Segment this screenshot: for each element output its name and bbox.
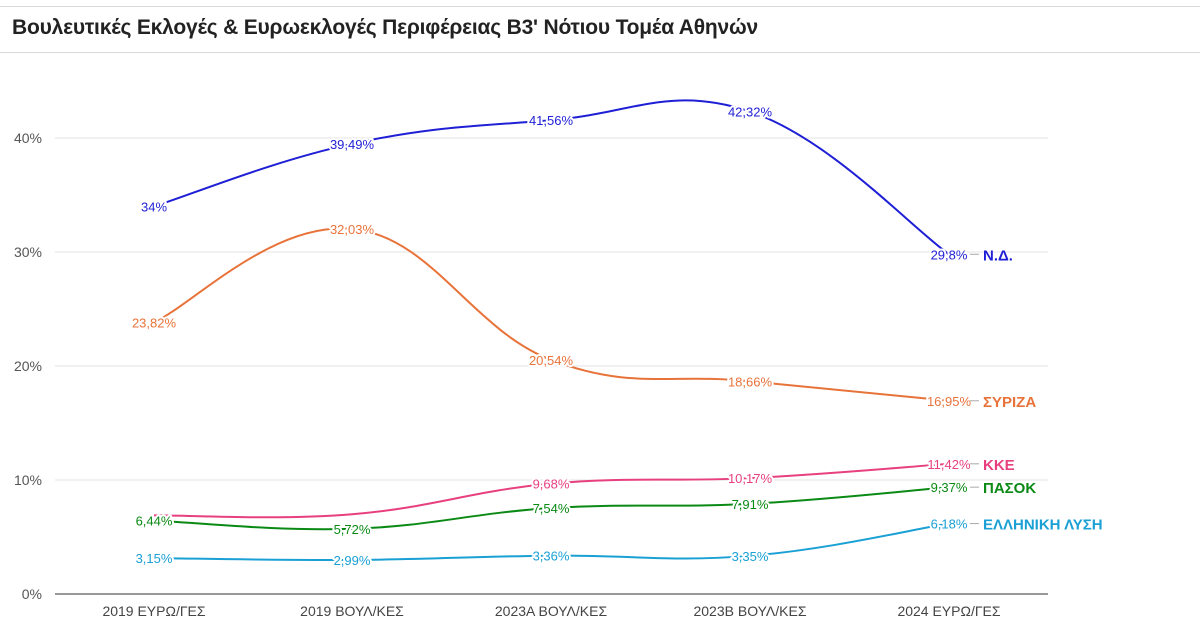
data-label: 9,68% [533,477,570,492]
data-label: 9,37% [931,480,968,495]
data-label-halo: 20,54% [529,353,574,368]
series-line [153,486,950,531]
data-label: 6,44% [136,514,173,529]
data-label-halo: 7,91% [732,497,769,512]
y-tick-label: 30% [14,244,42,260]
legend-label: Ν.Δ. [983,247,1013,264]
data-label: 10,17% [728,471,773,486]
x-tick-label: 2019 ΒΟΥΛ/ΚΕΣ [300,603,404,619]
series-line [153,227,950,402]
data-label-halo: 6,18% [931,517,968,532]
data-label-halo: 5,72% [334,522,371,537]
data-label: 20,54% [529,353,574,368]
data-label-halo: 3,35% [732,549,769,564]
legend-label: ΚΚΕ [983,457,1015,474]
y-tick-label: 20% [14,358,42,374]
data-label-halo: 42,32% [728,105,773,120]
data-label-halo: 7,54% [533,501,570,516]
legend-label: ΕΛΛΗΝΙΚΗ ΛΥΣΗ [983,517,1103,534]
data-label-halo: 41,56% [529,113,574,128]
data-label: 16,95% [927,394,972,409]
data-label: 11,42% [927,457,971,472]
y-tick-label: 0% [22,586,42,602]
series-Ν.Δ.: 34%34%39,49%39,49%41,56%41,56%42,32%42,3… [139,99,1013,264]
data-label-halo: 2,99% [334,553,371,568]
data-label-halo: 39,49% [330,137,375,152]
data-label-halo: 23,82% [132,315,177,330]
data-label: 3,35% [732,549,769,564]
data-label-halo: 9,37% [931,480,968,495]
data-label-halo: 3,36% [533,549,570,564]
data-label-halo: 11,42% [927,457,971,472]
data-label-halo: 9,68% [533,477,570,492]
y-tick-label: 40% [14,130,42,146]
data-label-halo: 32,03% [330,222,375,237]
data-label: 29,8% [931,247,968,262]
x-tick-label: 2019 ΕΥΡΩ/ΓΕΣ [102,603,205,619]
data-label: 2,99% [334,553,371,568]
series-line [153,522,950,561]
data-label: 42,32% [728,105,773,120]
data-label: 5,72% [334,522,371,537]
series-ΠΑΣΟΚ: 6,44%6,44%5,72%5,72%7,54%7,54% 7,91%7,91%… [134,478,1037,539]
x-axis-labels: 2019 ΕΥΡΩ/ΓΕΣ 2019 ΒΟΥΛ/ΚΕΣ 2023Α ΒΟΥΛ/ΚΕΣ… [102,603,1000,619]
data-label-halo: 29,8% [931,247,968,262]
data-label-halo: 16,95% [927,394,972,409]
data-label: 7,91% [732,497,769,512]
data-label-halo: 3,15% [136,551,173,566]
gridlines: 0% 10% 20% 30% 40% [14,130,1048,602]
data-label: 6,18% [931,517,968,532]
legend-label: ΠΑΣΟΚ [983,480,1036,497]
data-label: 34% [141,199,167,214]
series-line [153,462,950,519]
x-tick-label: 2024 ΕΥΡΩ/ΓΕΣ [897,603,1000,619]
data-label: 18,66% [728,374,773,389]
data-label-halo: 10,17% [728,471,773,486]
chart-title: Βουλευτικές Εκλογές & Ευρωεκλογές Περιφέ… [12,16,759,39]
x-tick-label: 2023Β ΒΟΥΛ/ΚΕΣ [693,603,806,619]
x-tick-label: 2023Α ΒΟΥΛ/ΚΕΣ [495,603,608,619]
data-label-halo: 18,66% [728,374,773,389]
series-ΚΚΕ: 9,68%9,68% 10,17%10,17%11,42%11,42% ΚΚΕ [153,455,1015,519]
data-label: 41,56% [529,113,574,128]
data-label: 39,49% [330,137,375,152]
data-label: 3,36% [533,549,570,564]
data-label-halo: 6,44% [136,514,173,529]
series-ΕΛΛΗΝΙΚΗ ΛΥΣΗ: 3,15%3,15% 2,99%2,99% 3,36%3,36% 3,35%3,35%… [134,515,1103,570]
data-label: 32,03% [330,222,375,237]
data-label: 23,82% [132,315,177,330]
data-label-halo: 34% [141,199,167,214]
top-divider [0,6,1200,7]
series-line [153,99,950,256]
y-tick-label: 10% [14,472,42,488]
legend-label: ΣΥΡΙΖΑ [983,394,1036,411]
data-label: 3,15% [136,551,173,566]
series-group: 34%34%39,49%39,49%41,56%41,56%42,32%42,3… [130,99,1103,570]
series-ΣΥΡΙΖΑ: 23,82%23,82%32,03%32,03%20,54%20,54%18,6… [130,220,1036,411]
title-divider [0,52,1200,53]
data-label: 7,54% [533,501,570,516]
